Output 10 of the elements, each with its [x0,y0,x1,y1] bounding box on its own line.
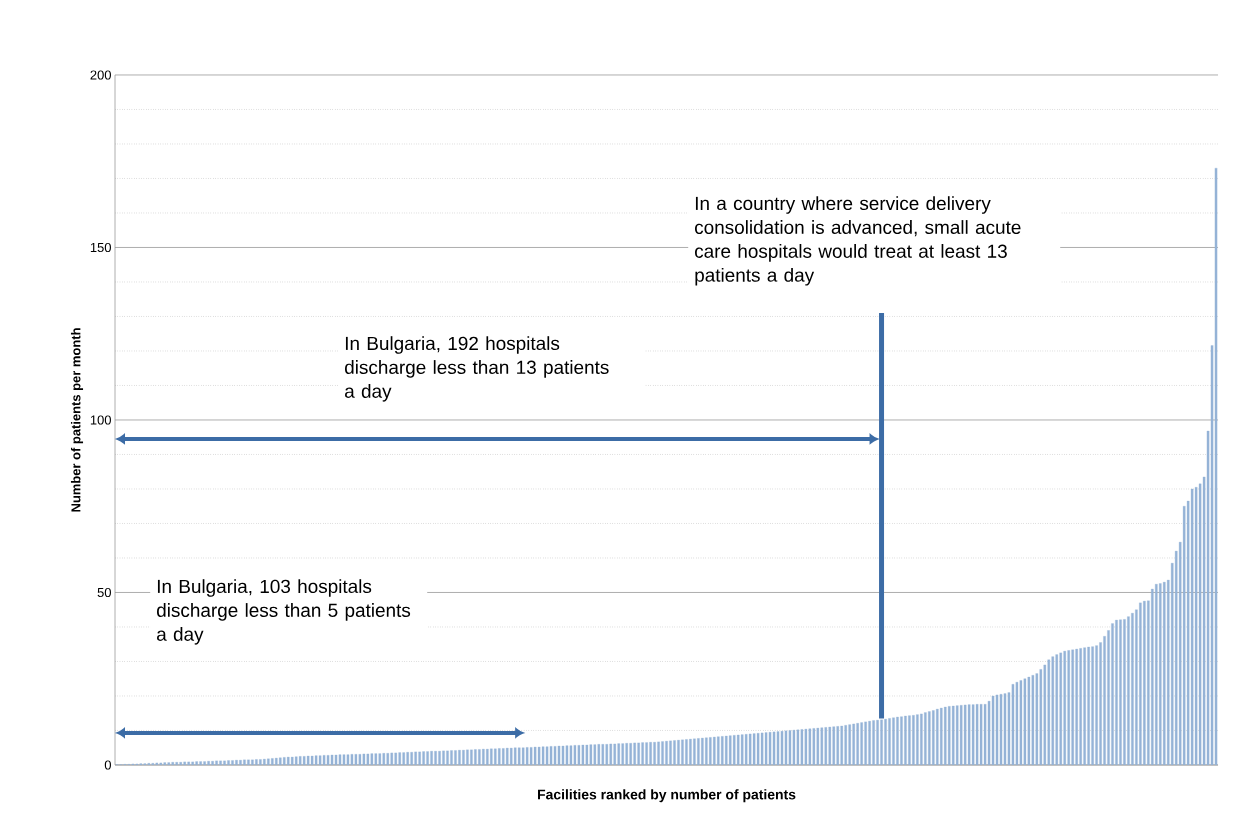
annotation: In a country where service delivery consolidation is advanced, small acute care hospitals would treat at least 13 patients a day [695,196,1021,286]
y-tick-label: 200 [90,70,111,80]
x-axis-title: Facilities ranked by number of patients [538,789,796,803]
y-tick-label: 150 [90,242,111,253]
y-axis-title: Number of patients per month [70,328,84,512]
y-tick-label: 100 [90,415,111,425]
y-tick-label: 50 [97,587,111,598]
annotation: In Bulgaria, 192 hospitals discharge less than 13 patients a day [345,336,609,402]
annotation: In Bulgaria, 103 hospitals discharge less than 5 patients a day [157,579,411,645]
y-tick-label: 0 [104,760,111,770]
